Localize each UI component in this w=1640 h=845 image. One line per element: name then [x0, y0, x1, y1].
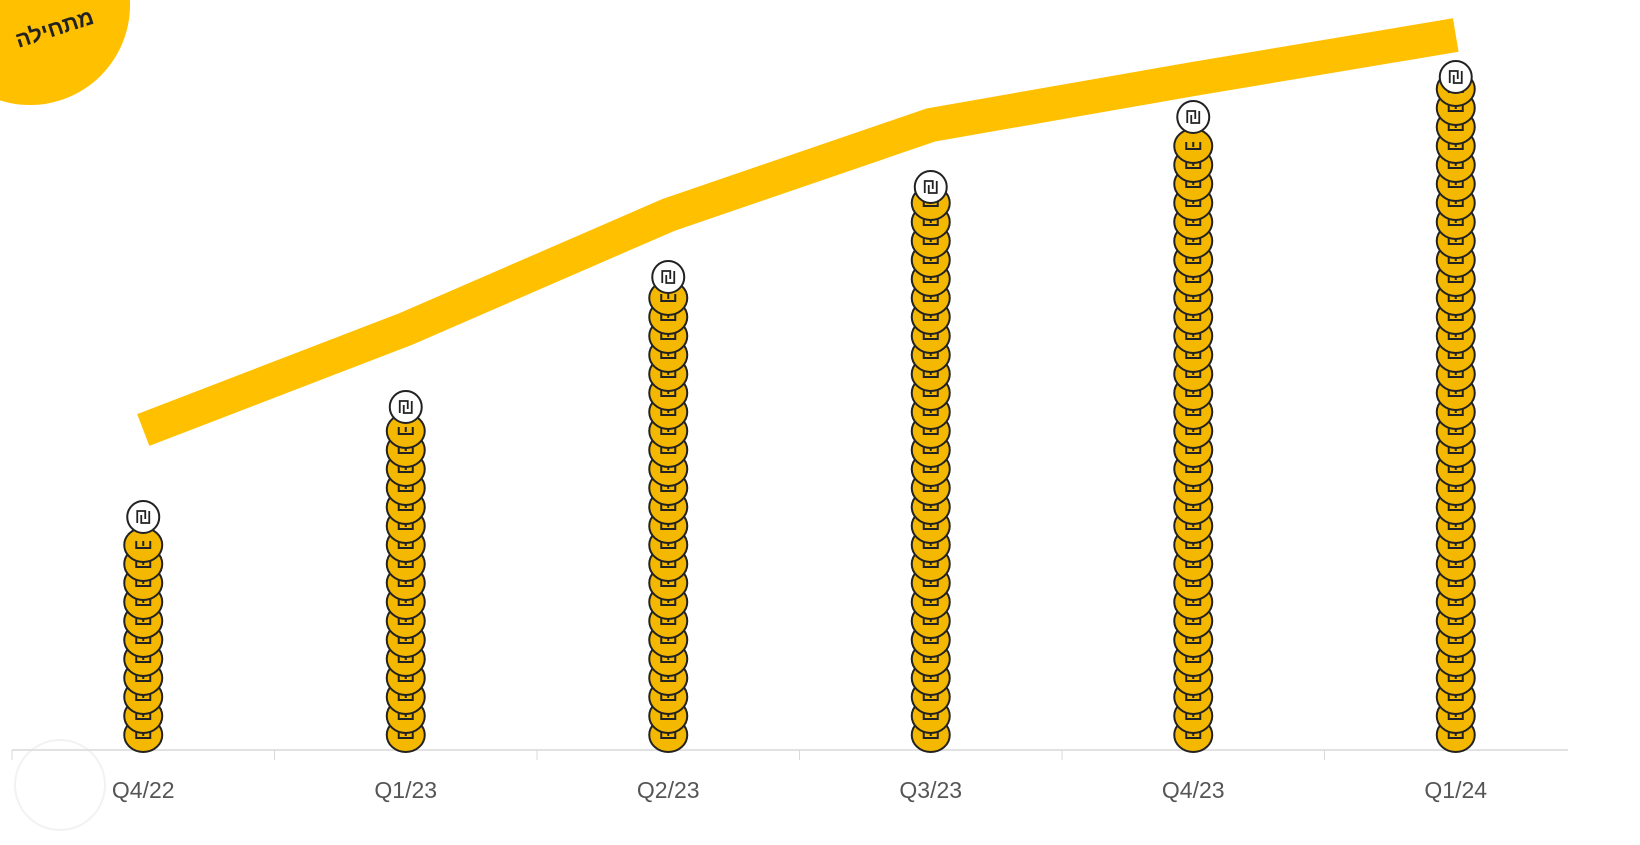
- coin-stack: [1173, 100, 1214, 753]
- x-tick-label: Q1/23: [374, 777, 437, 803]
- coin-top: [1176, 100, 1211, 134]
- coin-mark: [660, 294, 677, 302]
- coin-top: [1438, 60, 1473, 94]
- coin-top: [913, 170, 948, 204]
- coin-mark: [1185, 142, 1202, 150]
- trend-line: [137, 18, 1459, 446]
- coin-top: [388, 390, 423, 424]
- coin-stack: [648, 260, 689, 753]
- coin-stack: [123, 500, 164, 753]
- shekel-icon: [661, 270, 676, 284]
- x-tick-label: Q3/23: [899, 777, 962, 803]
- x-tick-label: Q4/22: [112, 777, 175, 803]
- coin-mark: [135, 541, 152, 549]
- badge-circle: [0, 0, 130, 105]
- coin-stack: [1435, 60, 1476, 753]
- decor-circle: [14, 739, 106, 831]
- x-tick-label: Q1/24: [1424, 777, 1487, 803]
- x-tick-label: Q4/23: [1162, 777, 1225, 803]
- shekel-icon: [1186, 110, 1201, 124]
- shekel-icon: [1448, 70, 1463, 84]
- coin-mark: [397, 427, 414, 435]
- coin-stack: [910, 170, 951, 753]
- coin-top: [126, 500, 161, 534]
- shekel-icon: [136, 510, 151, 524]
- coin-stack: [385, 390, 426, 753]
- shekel-icon: [398, 400, 413, 414]
- x-tick-label: Q2/23: [637, 777, 700, 803]
- shekel-icon: [923, 180, 938, 194]
- coin-top: [651, 260, 686, 294]
